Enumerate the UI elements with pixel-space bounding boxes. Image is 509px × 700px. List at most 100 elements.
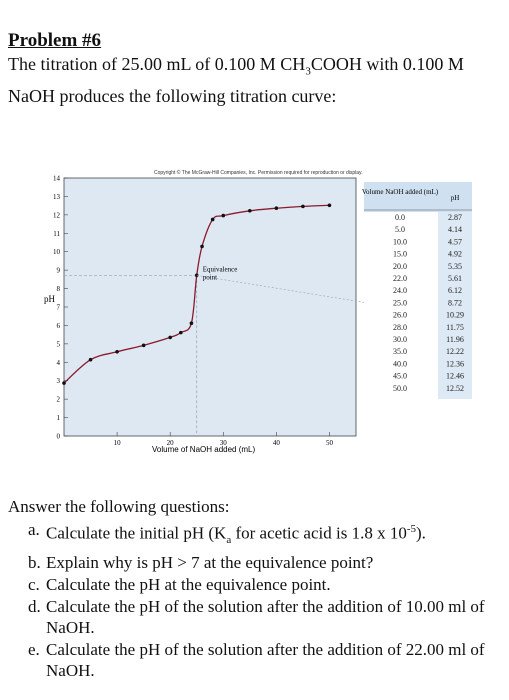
table-cell-volume: 26.0 <box>393 311 407 320</box>
data-point <box>221 213 226 218</box>
data-point <box>327 203 332 208</box>
x-tick-label: 20 <box>167 439 175 447</box>
data-point <box>301 204 305 209</box>
y-tick-label: 9 <box>57 267 61 275</box>
data-point <box>88 357 93 362</box>
y-tick-label: 2 <box>57 396 61 404</box>
table-header-volume: Volume NaOH added (mL) <box>362 188 439 196</box>
table-cell-ph: 2.87 <box>448 213 462 222</box>
data-point <box>115 349 119 354</box>
data-point <box>168 335 172 340</box>
equivalence-connector <box>196 275 365 303</box>
question-e-text: Calculate the pH of the solution after t… <box>46 640 485 681</box>
y-tick-label: 10 <box>53 248 61 256</box>
y-tick-label: 3 <box>57 377 61 385</box>
table-cell-ph: 12.22 <box>446 347 464 356</box>
table-cell-ph: 12.36 <box>446 359 464 368</box>
intro-text-1: The titration of 25.00 mL of 0.100 M CH <box>8 54 306 74</box>
question-e: e. Calculate the pH of the solution afte… <box>28 639 504 681</box>
data-point <box>274 206 279 211</box>
question-d-letter: d. <box>28 597 41 617</box>
data-table: Volume NaOH added (mL) pH 0.0 2.87 5.0 4.14 10… <box>362 182 472 399</box>
y-tick-label: 5 <box>57 340 61 348</box>
table-cell-volume: 10.0 <box>393 237 407 246</box>
question-d-text: Calculate the pH of the solution after t… <box>46 597 485 638</box>
question-d: d. Calculate the pH of the solution afte… <box>28 596 504 638</box>
titration-figure: Copyright © The McGraw-Hill Companies, I… <box>44 169 472 454</box>
data-point <box>200 244 204 249</box>
y-tick-label: 11 <box>53 230 60 238</box>
question-b: b. Explain why is pH > 7 at the equivale… <box>28 552 504 573</box>
question-c-text: Calculate the pH at the equivalence poin… <box>46 575 331 595</box>
table-header-ph: pH <box>451 194 460 202</box>
data-point <box>189 321 194 326</box>
table-cell-ph: 10.29 <box>446 311 464 320</box>
table-cell-ph: 12.46 <box>446 372 464 381</box>
data-point <box>194 273 199 278</box>
question-a: a. Calculate the initial pH (Ka for acet… <box>28 519 504 551</box>
plot-background <box>63 177 357 437</box>
questions-section: Answer the following questions: a. Calcu… <box>8 496 504 682</box>
table-cell-ph: 4.57 <box>448 237 462 246</box>
table-cell-volume: 35.0 <box>393 347 407 356</box>
data-point <box>248 209 252 213</box>
y-tick-label: 6 <box>57 322 61 330</box>
problem-title: Problem #6 <box>8 30 102 51</box>
table-cell-volume: 50.0 <box>393 384 407 393</box>
table-cell-volume: 20.0 <box>393 262 407 271</box>
question-a-text: Calculate the initial pH (Ka for acetic … <box>46 519 504 551</box>
table-cell-volume: 25.0 <box>393 298 407 307</box>
table-cell-ph: 5.61 <box>448 274 462 283</box>
x-tick-label: 30 <box>220 439 228 447</box>
data-point <box>62 381 66 385</box>
y-tick-label: 13 <box>53 193 61 201</box>
table-cell-ph: 6.12 <box>448 286 462 295</box>
table-cell-volume: 15.0 <box>393 250 407 259</box>
y-tick-label: 14 <box>53 175 61 183</box>
question-e-letter: e. <box>28 640 40 660</box>
question-a-letter: a. <box>28 520 40 539</box>
question-a-pre: Calculate the initial pH (K <box>46 523 227 543</box>
y-tick-label: 1 <box>57 414 61 422</box>
table-cell-ph: 4.14 <box>448 225 462 234</box>
x-tick-label: 10 <box>114 439 122 447</box>
question-c: c. Calculate the pH at the equivalence p… <box>28 574 504 595</box>
table-cell-volume: 45.0 <box>393 372 407 381</box>
x-tick-label: 40 <box>273 439 281 447</box>
data-point <box>141 343 146 348</box>
problem-intro: The titration of 25.00 mL of 0.100 M CH3… <box>8 52 503 108</box>
question-a-post: ). <box>416 523 426 543</box>
table-cell-volume: 24.0 <box>393 286 407 295</box>
data-point <box>179 330 183 335</box>
copyright-line: Copyright © The McGraw-Hill Companies, I… <box>154 169 363 176</box>
y-axis-label: pH <box>44 294 56 304</box>
x-axis-label: Volume of NaOH added (mL) <box>152 445 255 454</box>
table-cell-ph: 4.92 <box>448 250 462 259</box>
table-cell-ph: 8.72 <box>448 298 462 307</box>
table-cell-ph: 12.52 <box>446 384 464 393</box>
table-cell-ph: 5.35 <box>448 262 462 271</box>
chart-marks <box>62 203 365 436</box>
y-tick-label: 12 <box>53 211 61 219</box>
intro-text-2: COOH with 0.100 M NaOH produces the foll… <box>8 54 464 106</box>
y-tick-label: 4 <box>57 359 61 367</box>
ph-column-bg <box>438 182 472 399</box>
table-cell-volume: 5.0 <box>395 225 405 234</box>
questions-lead: Answer the following questions: <box>8 497 230 516</box>
question-a-sub: a <box>226 534 232 547</box>
y-tick-label: 7 <box>57 304 61 312</box>
question-a-mid: for acetic acid is 1.8 x 10 <box>231 523 407 543</box>
question-a-sup: -5 <box>406 523 417 535</box>
table-cell-ph: 11.96 <box>446 335 464 344</box>
y-tick-label: 0 <box>57 433 61 441</box>
x-tick-label: 50 <box>326 439 334 447</box>
table-cell-ph: 11.75 <box>446 323 464 332</box>
table-cell-volume: 40.0 <box>393 359 407 368</box>
table-cell-volume: 30.0 <box>393 335 407 344</box>
y-tick-label: 8 <box>57 285 61 293</box>
table-cell-volume: 22.0 <box>393 274 407 283</box>
question-b-letter: b. <box>28 553 41 573</box>
intro-subscript: 3 <box>305 65 311 78</box>
data-point <box>210 217 215 222</box>
question-b-text: Explain why is pH > 7 at the equivalence… <box>46 553 374 573</box>
